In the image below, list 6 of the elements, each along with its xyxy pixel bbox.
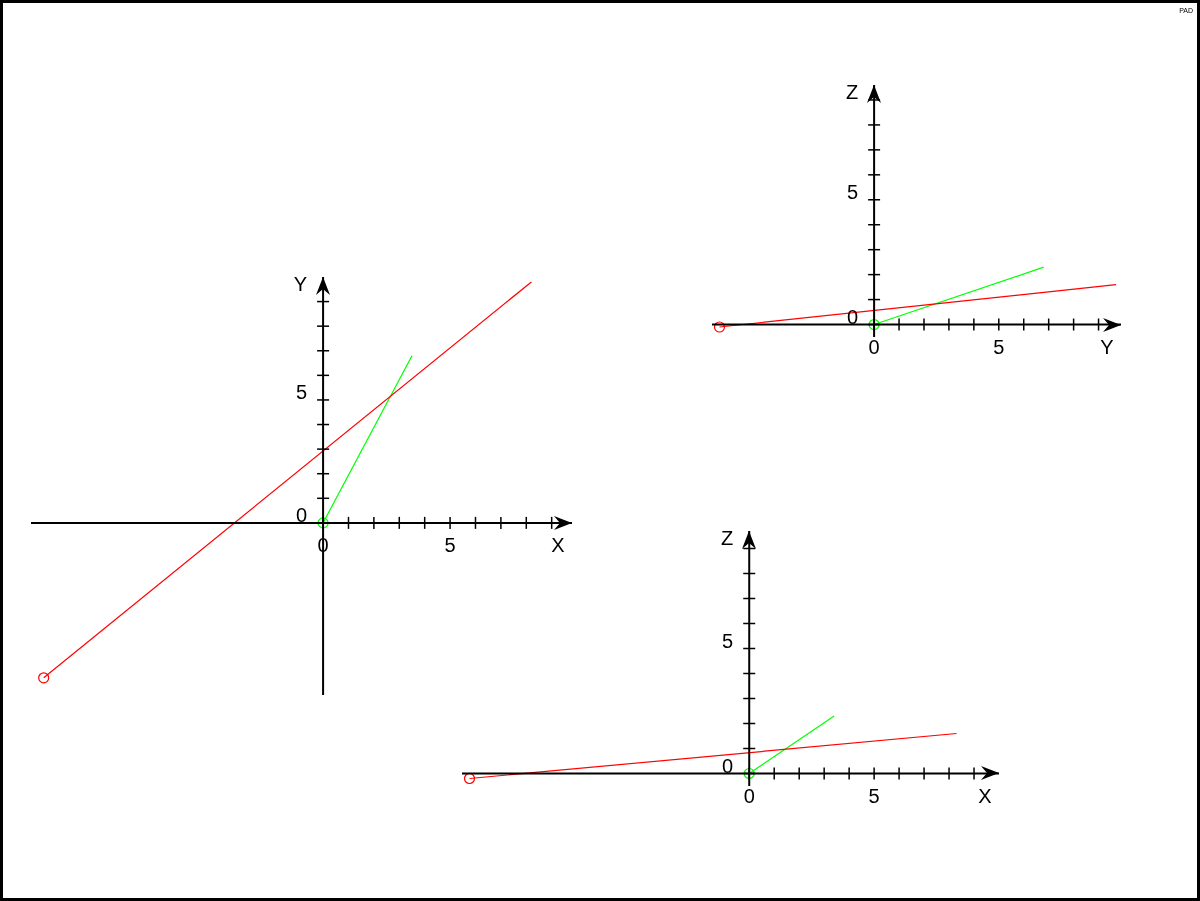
x-axis-title: X	[551, 534, 565, 557]
y-axis-title: Z	[845, 80, 858, 103]
y-axis-title: Z	[720, 526, 733, 549]
x-axis-title: Y	[1099, 336, 1114, 359]
y-axis-title: Y	[293, 272, 307, 295]
x-axis-title: X	[977, 784, 992, 807]
